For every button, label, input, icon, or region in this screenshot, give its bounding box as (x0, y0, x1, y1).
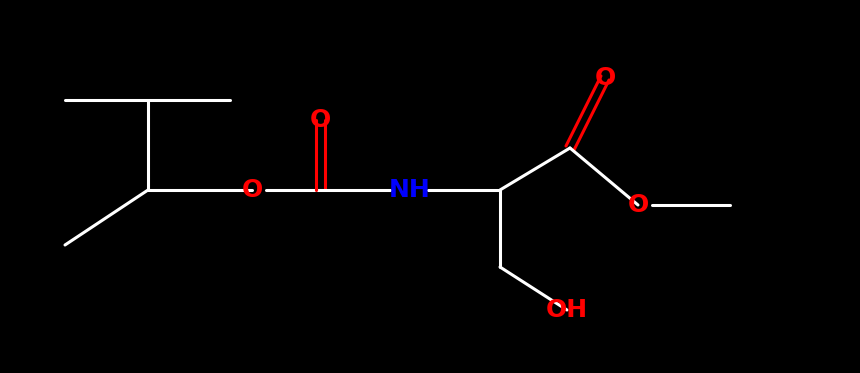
Text: OH: OH (546, 298, 588, 322)
Text: O: O (628, 193, 648, 217)
Text: O: O (594, 66, 616, 90)
Text: O: O (242, 178, 262, 202)
Text: NH: NH (389, 178, 431, 202)
Text: O: O (310, 108, 330, 132)
